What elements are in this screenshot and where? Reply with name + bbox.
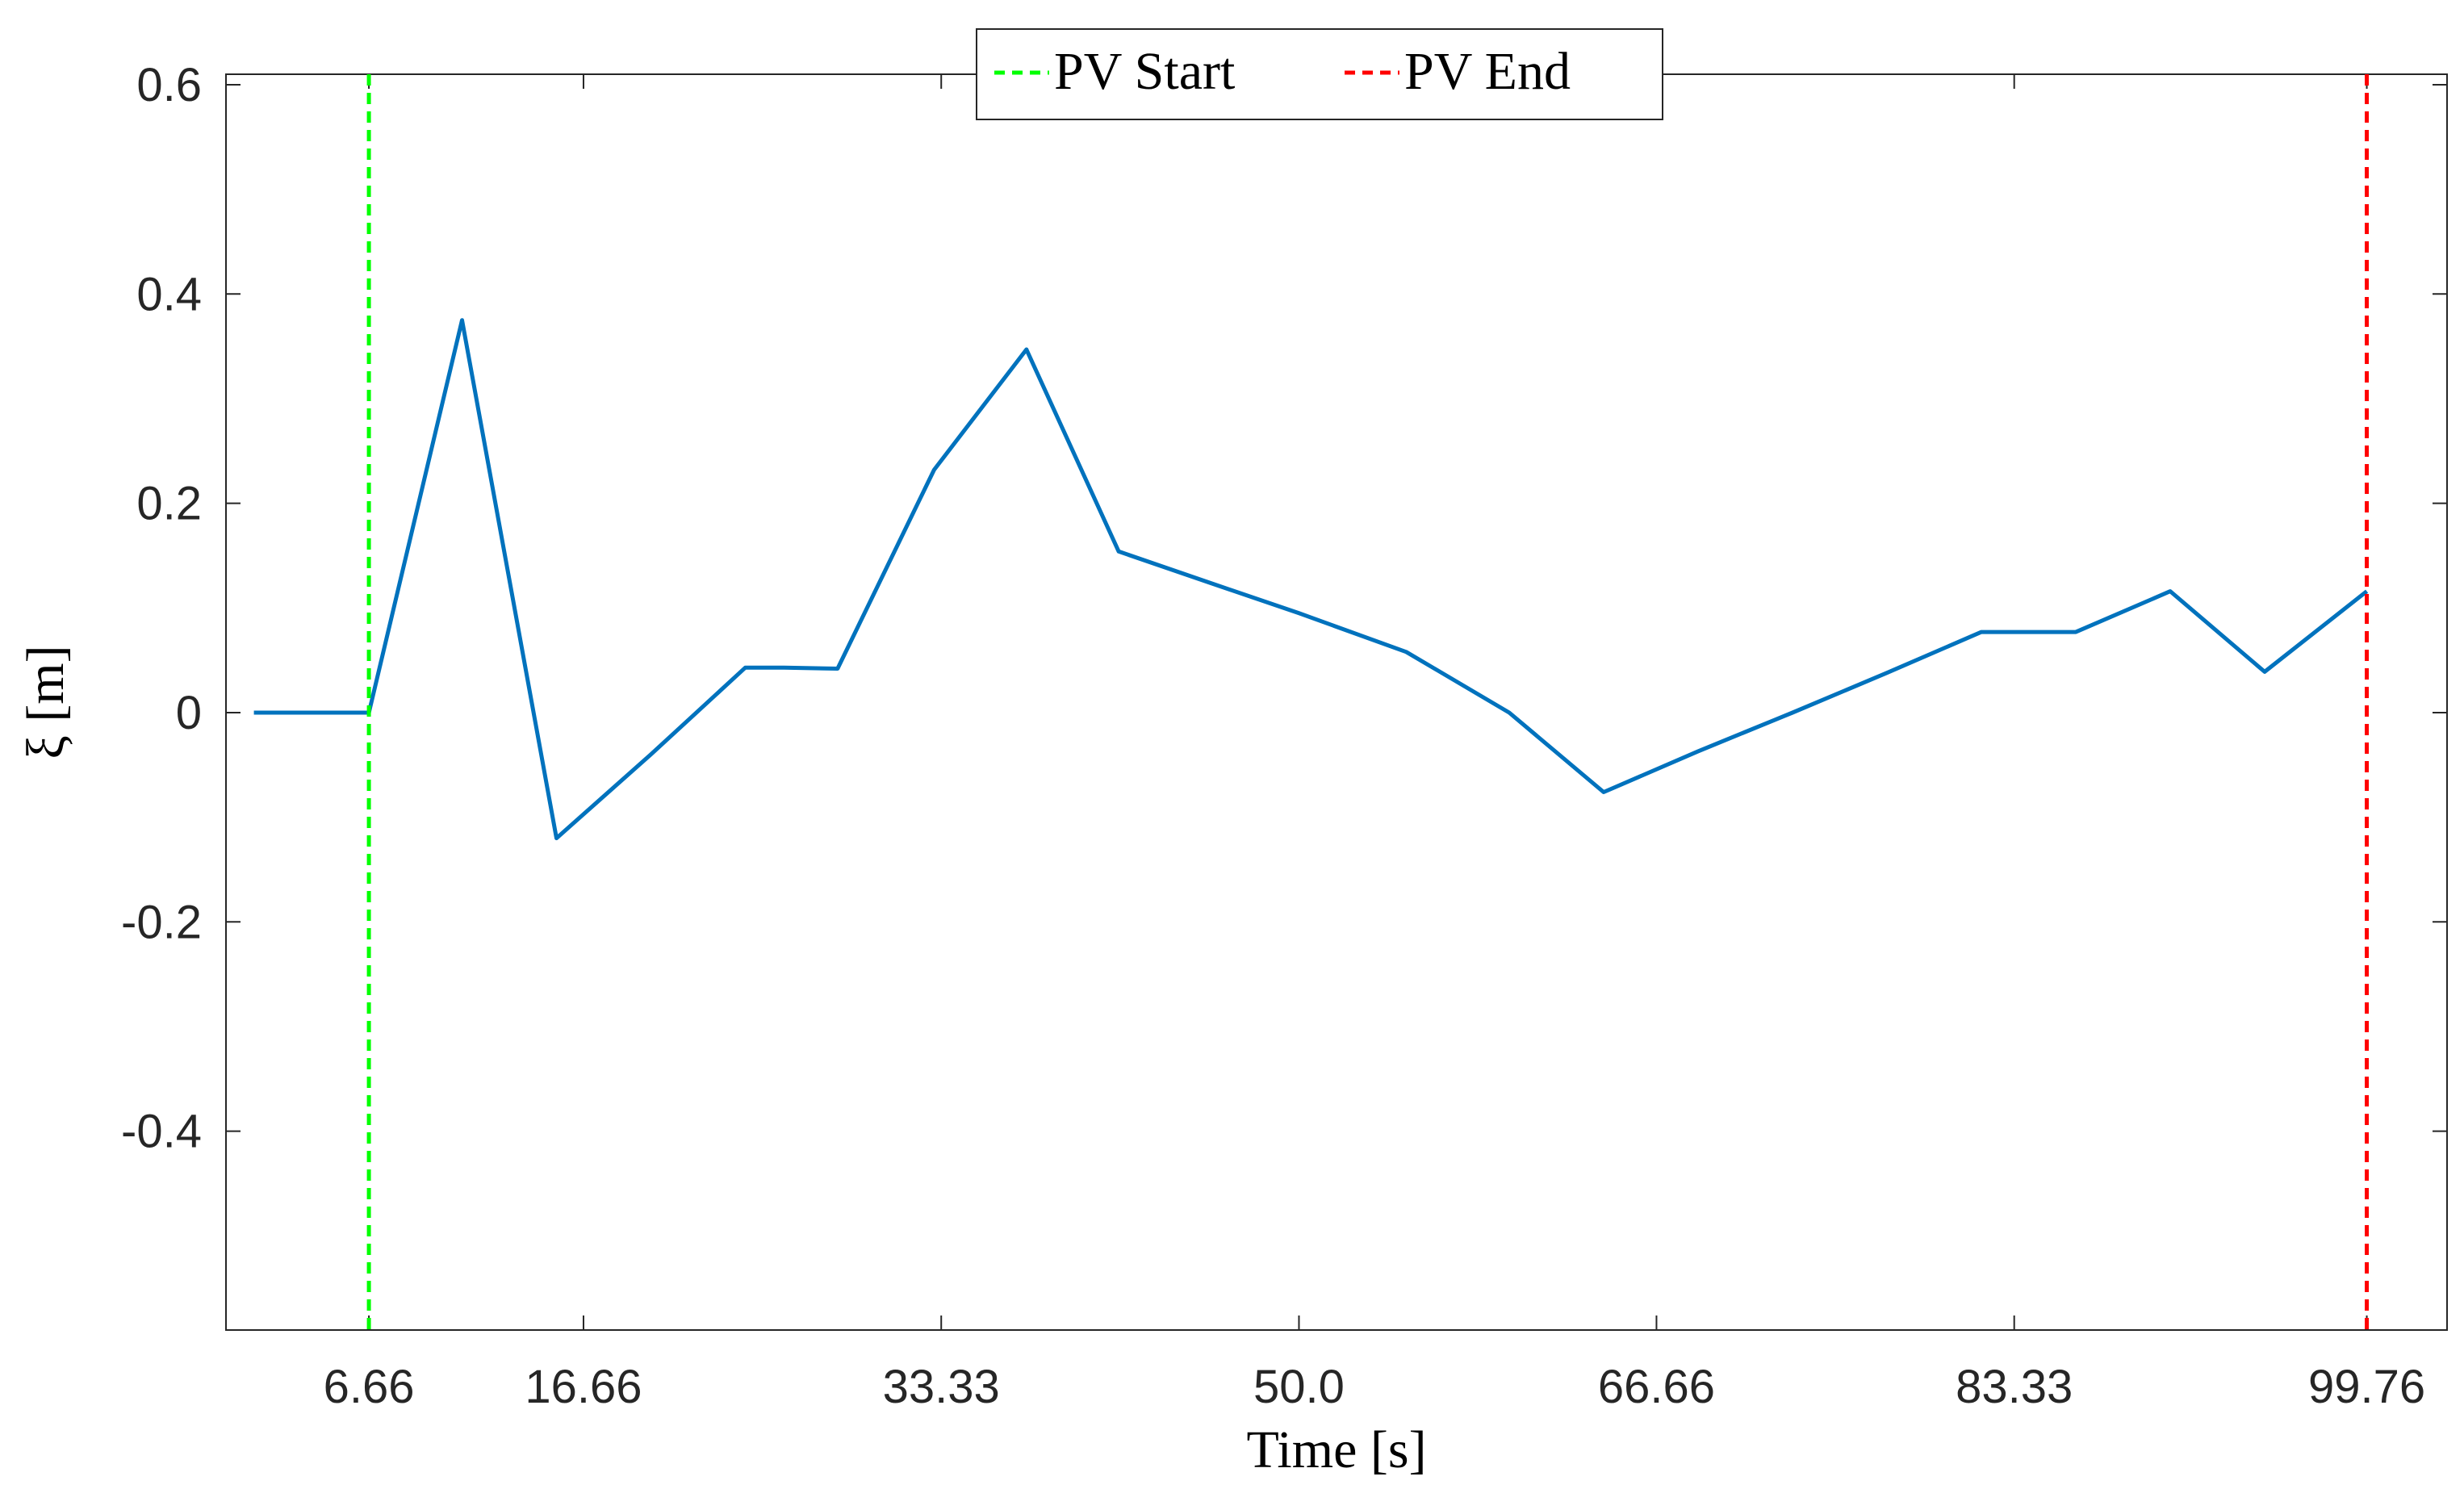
y-tick-label: -0.4 xyxy=(121,1106,202,1158)
x-tick-label: 33.33 xyxy=(883,1361,1000,1413)
x-tick-label: 16.66 xyxy=(525,1361,642,1413)
x-tick-label: 50.0 xyxy=(1253,1361,1345,1413)
x-tick-label: 66.66 xyxy=(1598,1361,1715,1413)
y-tick-label: 0.2 xyxy=(136,478,202,530)
x-tick-label: 99.76 xyxy=(2308,1361,2425,1413)
legend-pv-end-label: PV End xyxy=(1404,42,1571,101)
x-tick-label: 6.66 xyxy=(324,1361,415,1413)
y-tick-label: 0 xyxy=(176,687,202,739)
y-tick-label: 0.6 xyxy=(136,59,202,111)
legend: PV Start PV End xyxy=(977,29,1663,119)
plot-background xyxy=(226,74,2447,1330)
y-tick-label: -0.2 xyxy=(121,896,202,948)
y-axis-title: ξ [m] xyxy=(16,645,75,759)
legend-pv-start-label: PV Start xyxy=(1054,42,1235,101)
y-tick-label: 0.4 xyxy=(136,268,202,320)
x-axis-title: Time [s] xyxy=(1246,1420,1426,1479)
x-tick-label: 83.33 xyxy=(1956,1361,2073,1413)
